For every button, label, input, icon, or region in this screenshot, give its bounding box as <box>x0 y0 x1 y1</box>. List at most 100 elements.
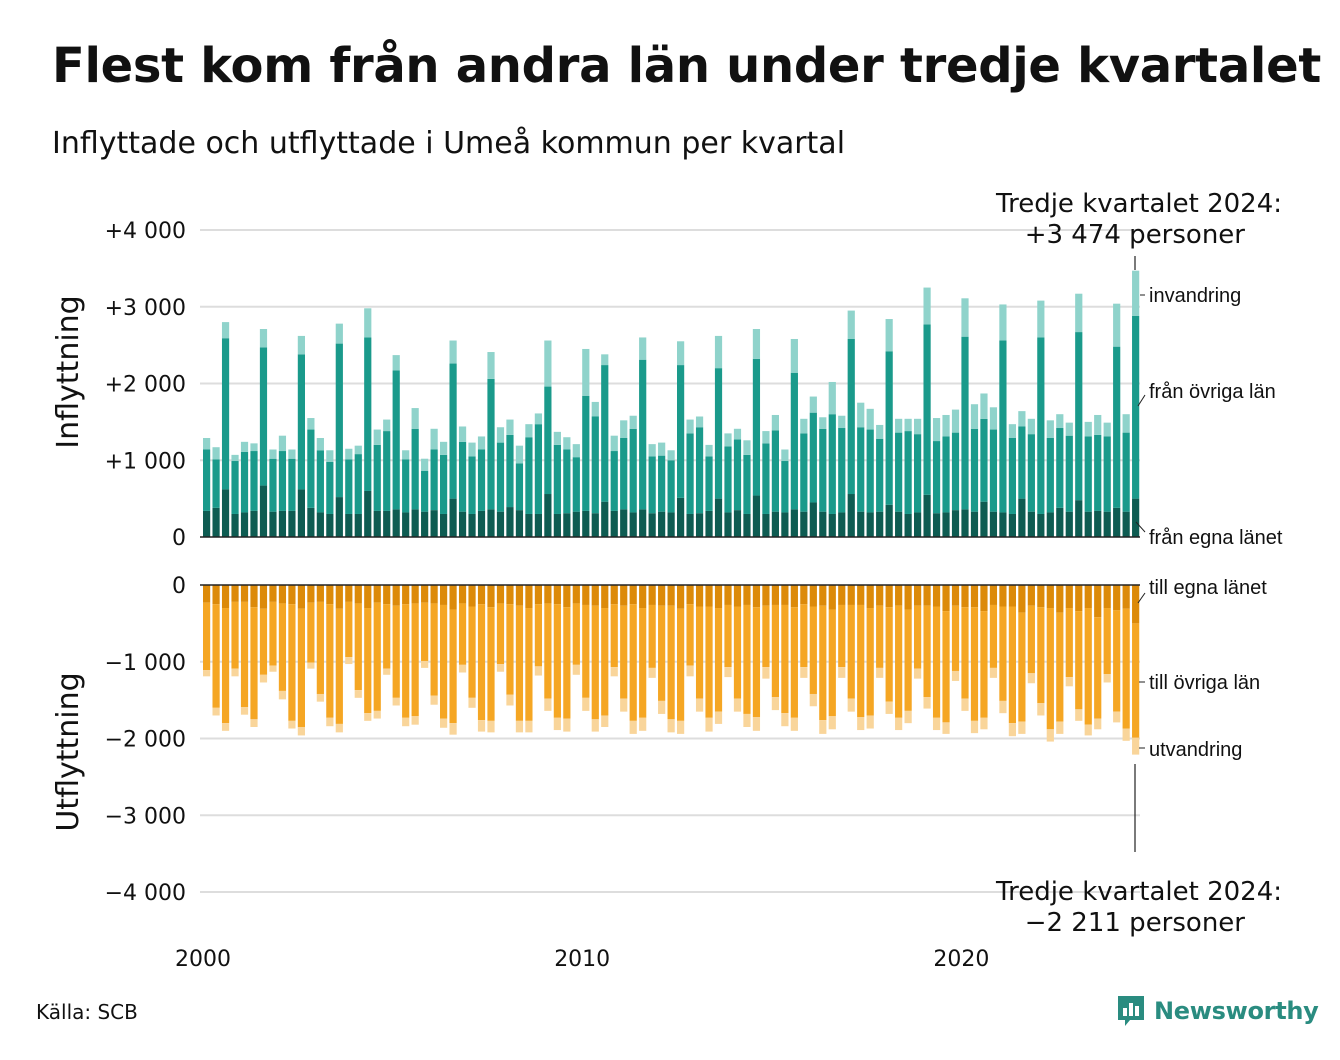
label-till-ovriga-lan: till övriga län <box>1149 672 1260 694</box>
bar-out-0 <box>515 585 524 606</box>
bar-in-1 <box>620 437 628 510</box>
bar-in-1 <box>411 428 419 510</box>
bar-out-1 <box>525 608 533 721</box>
bar-in-2 <box>231 454 239 462</box>
annotation-top-line1: Tredje kvartalet 2024: <box>995 189 1282 219</box>
bar-in-1 <box>980 418 988 502</box>
bar-out-2 <box>1122 728 1130 741</box>
bar-in-2 <box>695 416 704 428</box>
bar-in-0 <box>762 513 770 537</box>
y-tick-label: −2 000 <box>105 728 186 753</box>
bar-in-1 <box>534 424 542 514</box>
bar-out-2 <box>857 717 865 731</box>
bar-in-1 <box>515 463 524 511</box>
bar-in-2 <box>932 418 941 442</box>
bar-out-1 <box>250 607 258 720</box>
bar-in-0 <box>572 511 580 537</box>
bar-in-1 <box>496 442 505 512</box>
bar-in-1 <box>430 449 438 511</box>
bar-out-1 <box>800 604 808 668</box>
bar-out-1 <box>563 607 571 719</box>
bar-in-0 <box>221 489 230 537</box>
bar-out-1 <box>951 605 960 671</box>
bar-out-1 <box>1065 608 1073 678</box>
bar-in-1 <box>961 336 969 510</box>
bar-out-1 <box>876 605 884 668</box>
bar-out-0 <box>970 585 979 608</box>
bar-in-2 <box>980 393 988 419</box>
bar-out-2 <box>534 666 542 676</box>
bar-out-2 <box>288 720 296 729</box>
bar-out-0 <box>477 585 486 605</box>
bar-in-0 <box>876 511 884 537</box>
bar-in-2 <box>970 404 979 429</box>
bar-out-0 <box>582 585 590 605</box>
bar-in-0 <box>231 513 239 537</box>
bar-in-0 <box>297 489 305 537</box>
bar-in-2 <box>724 433 732 447</box>
bar-out-2 <box>411 716 419 725</box>
bar-out-1 <box>658 605 666 701</box>
bar-out-2 <box>819 720 827 734</box>
bar-in-2 <box>951 409 960 433</box>
bar-in-0 <box>1065 511 1073 537</box>
bar-out-2 <box>544 698 552 711</box>
bar-out-2 <box>639 717 647 731</box>
bar-out-2 <box>477 720 486 732</box>
bar-out-2 <box>240 707 249 715</box>
bar-in-0 <box>819 511 827 537</box>
bar-out-2 <box>980 717 988 730</box>
bar-out-2 <box>269 665 277 672</box>
bar-out-1 <box>677 608 685 721</box>
bar-in-0 <box>714 498 723 537</box>
bar-in-2 <box>364 308 372 338</box>
bar-out-0 <box>591 585 599 606</box>
bar-in-1 <box>667 460 675 513</box>
bar-in-0 <box>1122 511 1130 537</box>
bar-out-2 <box>724 667 732 678</box>
bar-in-0 <box>648 513 656 537</box>
bar-in-0 <box>980 501 988 537</box>
bar-in-1 <box>743 454 751 514</box>
bar-out-1 <box>572 603 580 665</box>
bar-in-1 <box>203 449 211 511</box>
bar-out-0 <box>354 585 362 604</box>
bar-in-2 <box>1075 293 1083 333</box>
bar-out-2 <box>961 698 969 711</box>
bar-out-0 <box>288 585 296 605</box>
bar-out-2 <box>695 698 704 712</box>
bar-in-2 <box>781 449 789 462</box>
bar-out-1 <box>601 608 609 716</box>
bar-out-1 <box>326 604 334 718</box>
bar-out-2 <box>525 720 533 733</box>
bar-out-2 <box>250 719 258 727</box>
bar-out-1 <box>980 611 988 718</box>
bar-out-0 <box>951 585 960 606</box>
bar-in-0 <box>307 507 315 537</box>
bar-out-0 <box>714 585 723 609</box>
bar-in-1 <box>421 470 429 512</box>
bar-in-1 <box>1027 434 1035 512</box>
bar-out-1 <box>278 603 287 691</box>
label-fran-ovriga-lan: från övriga län <box>1149 381 1276 403</box>
bar-in-0 <box>515 510 524 537</box>
bar-in-1 <box>610 451 618 511</box>
bar-out-2 <box>914 668 922 679</box>
x-tick-label: 2010 <box>554 947 610 972</box>
bar-in-2 <box>1008 424 1016 438</box>
bar-in-2 <box>885 319 893 352</box>
bar-out-2 <box>686 665 694 677</box>
bar-out-0 <box>857 585 865 605</box>
bar-out-2 <box>335 723 343 733</box>
bar-out-2 <box>515 720 524 733</box>
bar-out-0 <box>1103 585 1111 609</box>
bar-in-0 <box>449 498 457 537</box>
bar-out-1 <box>1027 605 1035 674</box>
bar-in-2 <box>335 323 343 344</box>
bar-out-2 <box>762 667 770 679</box>
bar-out-1 <box>620 605 628 699</box>
bar-out-2 <box>601 715 609 727</box>
bar-out-2 <box>1084 724 1092 736</box>
bar-out-2 <box>677 720 685 734</box>
bar-in-0 <box>951 510 960 537</box>
